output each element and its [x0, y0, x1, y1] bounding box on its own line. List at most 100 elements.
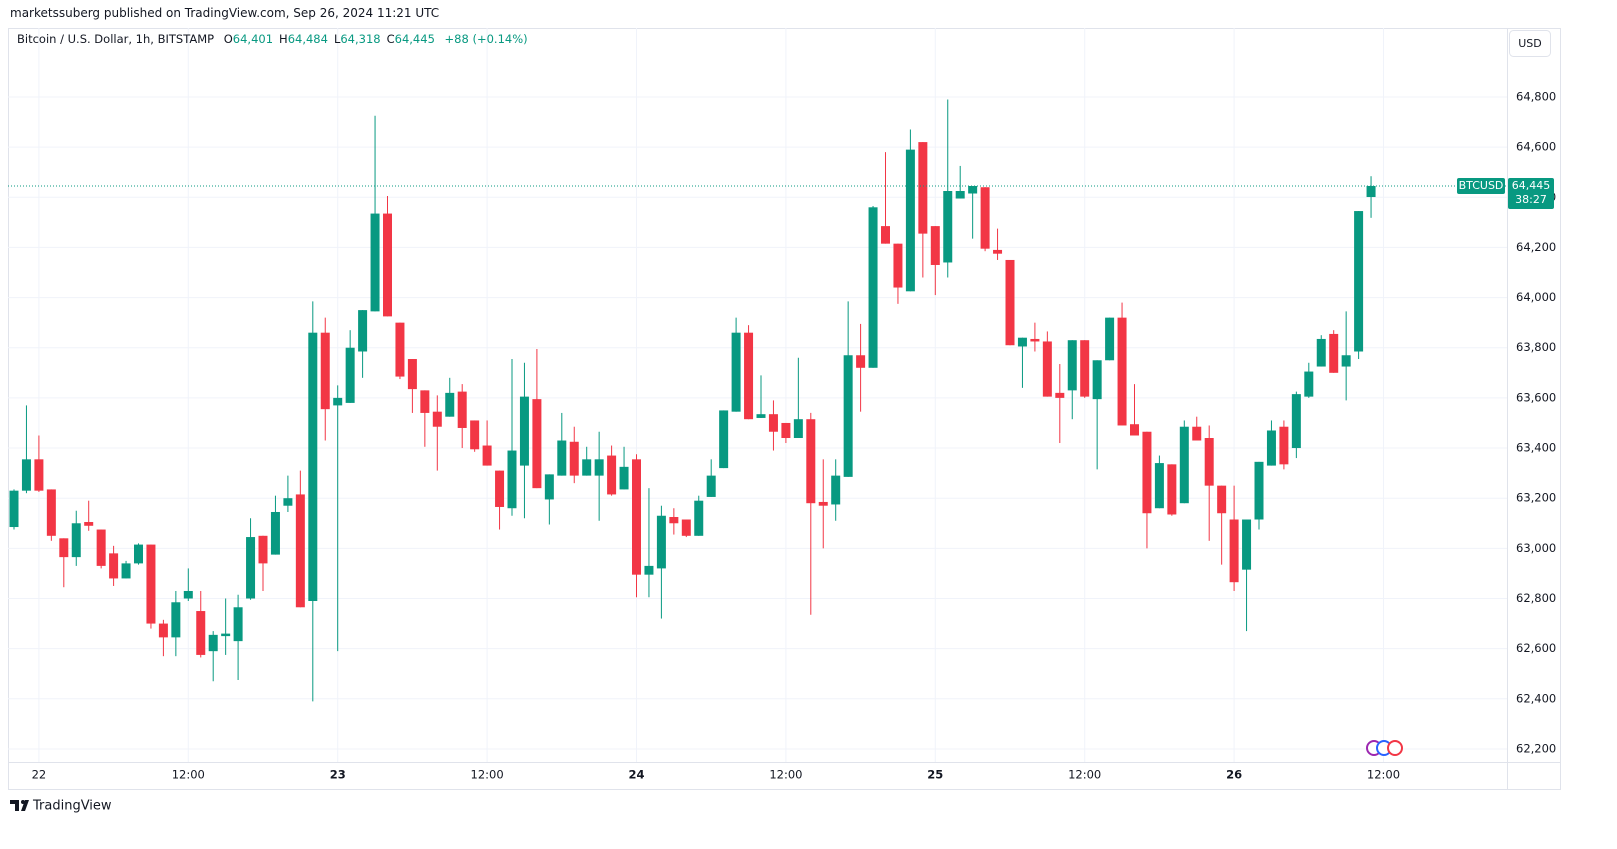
candle-body	[856, 355, 866, 368]
candle-body	[980, 187, 990, 249]
brand-logo	[10, 800, 29, 811]
candle-body	[818, 501, 828, 506]
candle-body	[383, 213, 392, 317]
symbol-legend: Bitcoin / U.S. Dollar, 1h, BITSTAMP O64,…	[17, 32, 528, 46]
candle-body	[158, 623, 168, 638]
candle-body	[9, 490, 19, 528]
y-tick-label: 62,200	[1516, 741, 1556, 755]
candle-body	[781, 422, 791, 439]
candle-body	[1017, 337, 1027, 347]
candle-body	[1316, 338, 1326, 367]
candle-body	[221, 633, 231, 637]
logo-mark	[10, 800, 29, 811]
x-tick-label: 12:00	[1068, 768, 1101, 782]
candle-body	[644, 565, 654, 575]
candle-body	[84, 522, 94, 526]
candle-body	[407, 359, 417, 390]
candle-body	[594, 459, 604, 476]
candle-body	[719, 410, 729, 469]
candle-body	[21, 459, 31, 491]
candle-body	[569, 441, 579, 476]
candle-body	[46, 489, 56, 536]
candle-body	[1005, 259, 1015, 346]
candle-body	[1204, 438, 1214, 486]
candle-body	[1067, 340, 1077, 391]
candle-body	[918, 142, 928, 234]
brand-name: TradingView	[32, 799, 112, 814]
candle-body	[246, 537, 256, 599]
candle-body	[1105, 317, 1115, 361]
candle-body	[1080, 340, 1090, 397]
y-tick-label: 63,800	[1516, 340, 1556, 354]
price-tag: 64,445	[1512, 179, 1551, 192]
candle-body	[756, 414, 766, 418]
candle-body	[1142, 431, 1152, 514]
y-tick-label: 63,600	[1516, 390, 1556, 404]
candle-body	[470, 420, 480, 450]
candle-body	[109, 553, 119, 579]
candle-body	[71, 523, 81, 558]
ohlc-label: O	[223, 32, 233, 46]
candle-body	[345, 347, 355, 403]
candle-body	[632, 459, 641, 575]
axes: 62,200 62,400 62,600 62,800 63,000 63,200 63,4…	[32, 89, 1557, 781]
candle-body	[1030, 338, 1040, 342]
y-tick-label: 63,000	[1516, 541, 1556, 555]
candle-body	[968, 185, 978, 194]
candle-body	[943, 190, 953, 263]
countdown-tag: 38:27	[1515, 193, 1547, 206]
candle-body	[445, 392, 455, 417]
candle-body	[1254, 461, 1264, 520]
candle-body	[607, 455, 617, 495]
candle-body	[457, 391, 467, 428]
event-icon[interactable]	[1387, 740, 1403, 756]
y-tick-label: 62,400	[1516, 691, 1556, 705]
candle-body	[308, 332, 318, 602]
candle-body	[134, 544, 143, 564]
ohlc-value: 64,445	[394, 32, 435, 46]
chart-frame	[8, 28, 1561, 790]
candle-body	[793, 419, 803, 439]
candle-body	[544, 474, 554, 500]
candle-body	[1217, 485, 1227, 514]
candle-body	[731, 332, 741, 412]
candle-body	[270, 511, 280, 555]
candle-body	[1192, 426, 1202, 441]
candle-body	[358, 310, 368, 352]
candle-body	[831, 475, 841, 505]
candle-body	[806, 419, 816, 504]
candle-body	[495, 470, 505, 507]
candle-body	[1266, 430, 1276, 466]
candle-body	[1130, 424, 1139, 436]
ohlc-value: 64,484	[287, 32, 328, 46]
symbol-tag: BTCUSD	[1459, 179, 1504, 192]
x-tick-label: 12:00	[172, 768, 205, 782]
candle-body	[208, 634, 218, 652]
x-tick-label: 22	[32, 768, 47, 782]
currency-button[interactable]	[1509, 30, 1551, 57]
x-tick-label: 12:00	[1367, 768, 1400, 782]
price-change: +88 (+0.14%)	[444, 32, 528, 46]
ohlc-label: C	[386, 32, 395, 46]
candle-body	[1279, 426, 1289, 465]
candle-body	[1229, 519, 1239, 583]
candle-body	[694, 500, 704, 536]
candle-body	[507, 450, 517, 509]
y-tick-label: 63,400	[1516, 441, 1556, 455]
x-tick-label: 26	[1226, 768, 1242, 782]
candle-body	[196, 611, 206, 655]
candle-body	[1042, 341, 1052, 397]
publisher-line: marketssuberg published on TradingView.c…	[10, 6, 440, 20]
candle-body	[482, 445, 492, 466]
candle-body	[881, 226, 890, 244]
candle-body	[706, 475, 716, 497]
candle-body	[1242, 519, 1252, 570]
candle-body	[1092, 360, 1102, 400]
x-tick-label: 12:00	[471, 768, 504, 782]
candle-body	[1329, 333, 1339, 373]
candle-body	[183, 590, 193, 599]
candle-body	[34, 459, 44, 491]
y-tick-label: 64,200	[1516, 240, 1556, 254]
